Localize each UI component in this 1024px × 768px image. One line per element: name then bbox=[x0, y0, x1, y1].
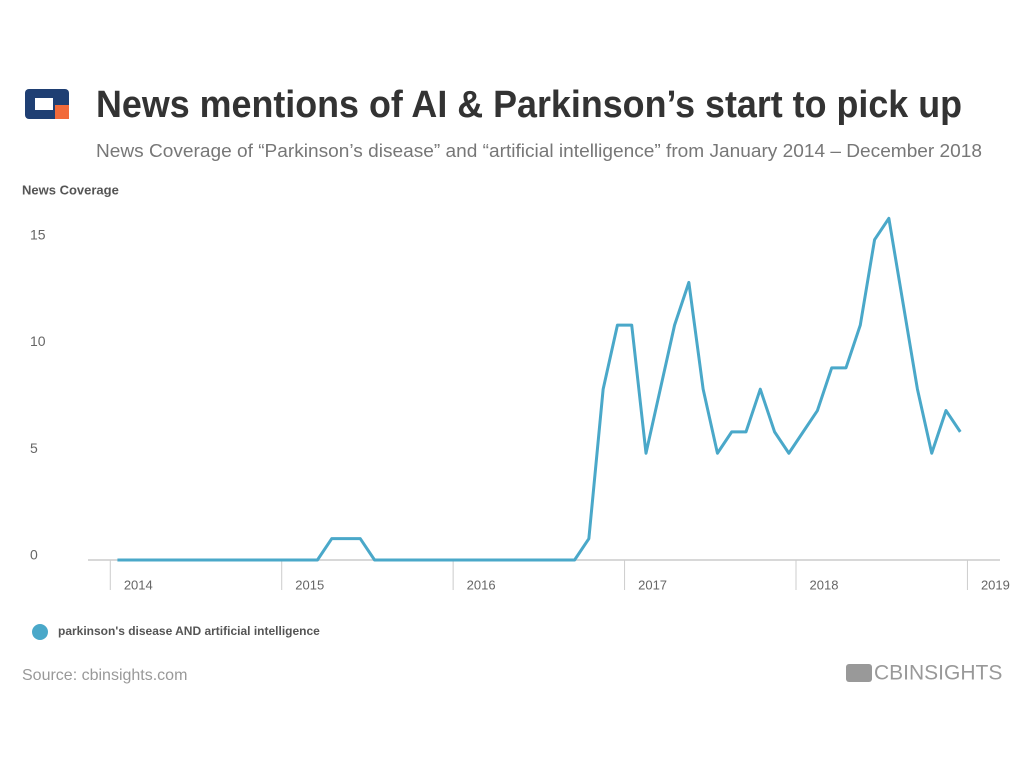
x-tick-label: 2015 bbox=[295, 577, 324, 592]
line bbox=[117, 216, 962, 562]
x-tick-label: 2018 bbox=[810, 577, 839, 592]
logo bbox=[25, 89, 69, 119]
logo-accent bbox=[55, 105, 69, 119]
brand-text: CBINSIGHTS bbox=[874, 662, 1002, 685]
brand-icon bbox=[846, 664, 872, 682]
y-tick-label: 0 bbox=[30, 547, 38, 563]
x-tick-label: 2014 bbox=[124, 577, 153, 592]
legend-marker bbox=[32, 624, 48, 640]
chart-subtitle: News Coverage of “Parkinson’s disease” a… bbox=[96, 141, 982, 161]
legend-label: parkinson's disease AND artificial intel… bbox=[58, 624, 320, 638]
y-tick-label: 15 bbox=[30, 226, 46, 242]
y-tick-label: 10 bbox=[30, 333, 46, 349]
y-tick-label: 5 bbox=[30, 440, 38, 456]
x-tick-label: 2016 bbox=[467, 577, 496, 592]
y-axis-label: News Coverage bbox=[22, 182, 119, 197]
brand-logo: CBINSIGHTS bbox=[846, 662, 1002, 685]
chart-title: News mentions of AI & Parkinson’s start … bbox=[96, 84, 962, 126]
x-tick-label: 2017 bbox=[638, 577, 667, 592]
source: Source: cbinsights.com bbox=[22, 667, 187, 684]
x-tick-label: 2019 bbox=[981, 577, 1010, 592]
logo-cut bbox=[35, 98, 53, 110]
